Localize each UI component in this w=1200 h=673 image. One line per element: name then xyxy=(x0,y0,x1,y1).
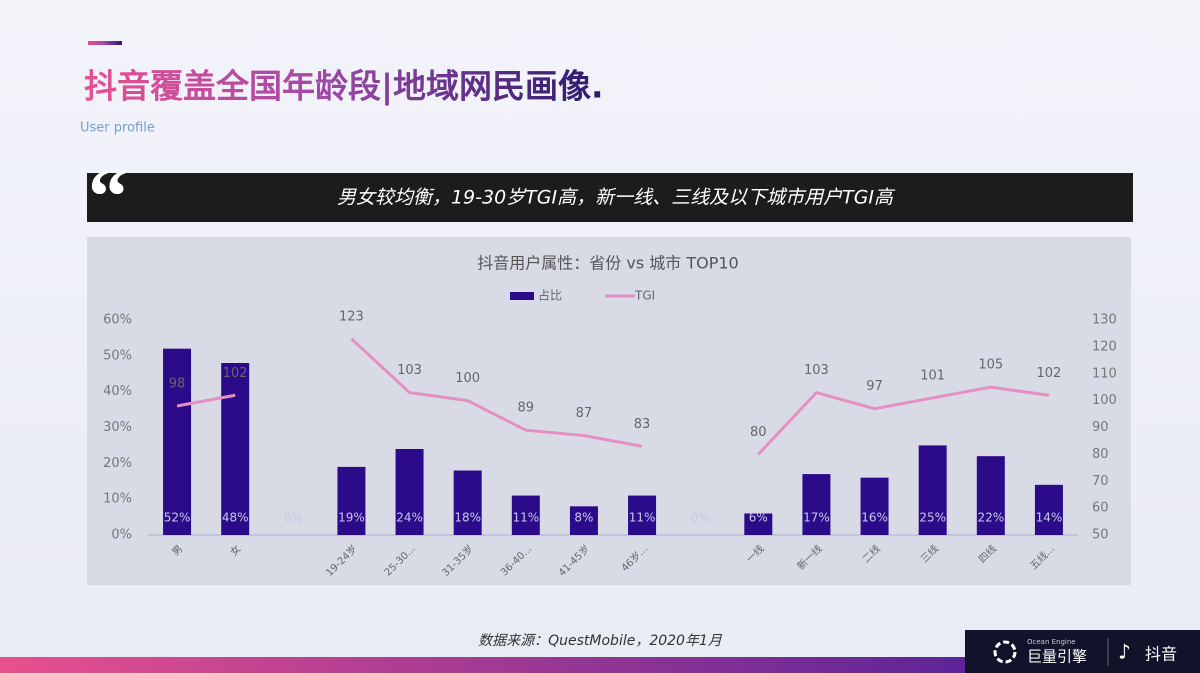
logo-engine: 巨量引擎 xyxy=(1027,648,1087,666)
bar-value-label: 11% xyxy=(512,511,539,525)
tgi-line xyxy=(757,385,1050,456)
bar-value-label: 16% xyxy=(861,511,888,525)
bar-value-label: 17% xyxy=(803,511,830,525)
line-value-label: 89 xyxy=(518,401,535,416)
tgi-line xyxy=(350,337,643,448)
quote-mark: “ xyxy=(88,153,128,241)
slide-title: 抖音覆盖全国年龄段|地域网民画像. xyxy=(84,67,604,106)
bar xyxy=(569,506,598,535)
bar xyxy=(395,449,424,535)
line-value-label: 98 xyxy=(169,377,186,392)
line-value-label: 87 xyxy=(576,406,593,421)
accent-line xyxy=(88,41,122,45)
bar-value-label: 52% xyxy=(164,511,191,525)
y2-tick-label: 110 xyxy=(1092,366,1117,381)
logo-block xyxy=(965,630,1200,673)
bar-value-label: 19% xyxy=(338,511,365,525)
y-tick-label: 20% xyxy=(103,456,132,471)
bar xyxy=(163,348,192,535)
line-value-label: 123 xyxy=(339,309,364,324)
bar-value-label: 11% xyxy=(629,511,656,525)
bar-value-label: 0% xyxy=(284,511,303,525)
line-value-label: 97 xyxy=(866,379,883,394)
line-value-label: 83 xyxy=(634,417,651,432)
tgi-line xyxy=(176,393,236,408)
bar-value-label: 8% xyxy=(574,511,593,525)
bar-value-label: 24% xyxy=(396,511,423,525)
legend-label: TGI xyxy=(634,289,655,303)
chart: 0% 10% 20% 30% 40% 50% 60% 50 60 70 80 90 100 110 120 1… xyxy=(103,288,1117,579)
quote-bar xyxy=(87,173,1133,222)
bar xyxy=(744,513,773,535)
legend-label: 占比 xyxy=(538,288,562,303)
bar xyxy=(1034,484,1063,535)
bar-value-label: 48% xyxy=(222,511,249,525)
y-tick-label: 40% xyxy=(103,384,132,399)
bar-value-label: 0% xyxy=(691,511,710,525)
douyin-icon: ♪ xyxy=(1118,640,1131,664)
engine-icon xyxy=(993,640,1017,664)
bar xyxy=(976,456,1005,535)
line-value-label: 102 xyxy=(1037,366,1062,381)
line-value-label: 80 xyxy=(750,425,767,440)
source: 数据来源：QuestMobile，2020年1月 xyxy=(478,633,723,649)
line-value-label: 105 xyxy=(978,358,1003,373)
y2-tick-label: 80 xyxy=(1092,447,1109,462)
bar xyxy=(918,445,947,535)
y2-tick-label: 70 xyxy=(1092,474,1109,489)
bar-value-label: 22% xyxy=(977,511,1004,525)
y2-tick-label: 50 xyxy=(1092,528,1109,543)
line-value-label: 103 xyxy=(397,363,422,378)
bar xyxy=(337,466,366,535)
line-value-label: 101 xyxy=(920,368,945,383)
bar-value-label: 14% xyxy=(1036,511,1063,525)
line-value-label: 100 xyxy=(455,371,480,386)
bar-value-label: 6% xyxy=(749,511,768,525)
bar xyxy=(860,477,889,535)
line-value-label: 103 xyxy=(804,363,829,378)
bar xyxy=(511,495,540,535)
footer-bar xyxy=(0,657,1200,673)
y-tick-label: 60% xyxy=(103,313,132,328)
legend-swatch xyxy=(510,292,534,300)
slide-subtitle: User profile xyxy=(80,121,155,136)
y2-tick-label: 90 xyxy=(1092,420,1109,435)
bar-value-label: 18% xyxy=(454,511,481,525)
quote-text: 男女较均衡，19-30岁TGI高，新一线、三线及以下城市用户TGI高 xyxy=(337,187,896,209)
y-tick-label: 50% xyxy=(103,348,132,363)
line-value-label: 102 xyxy=(223,366,248,381)
bar xyxy=(802,474,831,535)
y2-tick-label: 120 xyxy=(1092,339,1117,354)
y-tick-label: 10% xyxy=(103,492,132,507)
chart-title: 抖音用户属性：省份 vs 城市 TOP10 xyxy=(477,254,738,273)
y2-tick-label: 60 xyxy=(1092,501,1109,516)
bar xyxy=(628,495,657,535)
bar-value-label: 25% xyxy=(919,511,946,525)
y-tick-label: 30% xyxy=(103,420,132,435)
logo-en: Ocean Engine xyxy=(1027,638,1076,646)
logo-douyin: 抖音 xyxy=(1145,645,1177,664)
y2-tick-label: 130 xyxy=(1092,313,1117,328)
bar xyxy=(221,363,250,535)
y2-tick-label: 100 xyxy=(1092,393,1117,408)
y-tick-label: 0% xyxy=(111,528,132,543)
bar xyxy=(453,470,482,535)
